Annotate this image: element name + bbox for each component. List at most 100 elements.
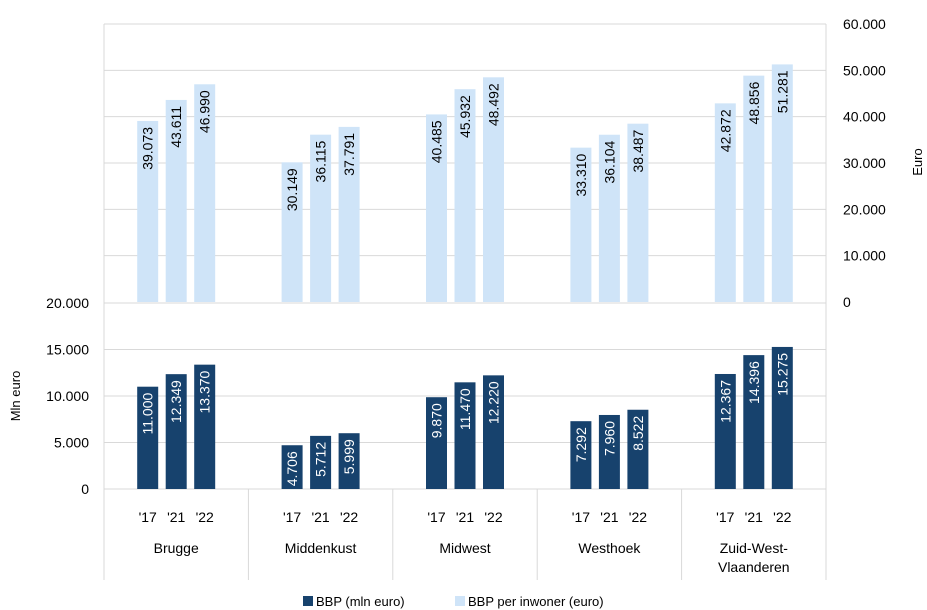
region-label: Zuid-West- — [720, 540, 789, 556]
year-tick-label: '21 — [600, 509, 618, 525]
year-tick-label: '17 — [427, 509, 445, 525]
top-bar — [570, 147, 592, 302]
top-bar-value-label: 39.073 — [140, 127, 156, 170]
gridlines — [103, 23, 827, 580]
top-bar-value-label: 45.932 — [457, 95, 473, 138]
top-bar-value-label: 38.487 — [630, 129, 646, 172]
year-tick-label: '17 — [283, 509, 301, 525]
legend-swatch-bbp — [303, 596, 313, 606]
top-bar — [598, 134, 620, 302]
bottom-y-tick-label: 5.000 — [54, 435, 89, 451]
region-label: Westhoek — [578, 540, 641, 556]
top-y-tick-label: 0 — [843, 294, 851, 310]
top-bar-value-label: 33.310 — [573, 153, 589, 196]
year-tick-label: '22 — [340, 509, 358, 525]
bottom-bar — [743, 355, 765, 489]
top-y-tick-label: 20.000 — [843, 201, 886, 217]
bottom-bar — [627, 409, 649, 489]
bottom-y-tick-label: 20.000 — [46, 295, 89, 311]
top-y-tick-label: 30.000 — [843, 155, 886, 171]
bottom-bar-value-label: 9.870 — [429, 403, 445, 438]
top-bar — [194, 84, 216, 302]
top-bar — [454, 89, 476, 302]
year-tick-label: '17 — [716, 509, 734, 525]
top-bar-value-label: 43.611 — [168, 106, 184, 148]
bottom-bar-value-label: 15.275 — [774, 353, 790, 396]
top-y-tick-label: 60.000 — [843, 16, 886, 32]
top-bar — [137, 120, 159, 303]
top-y-tick-label: 40.000 — [843, 109, 886, 125]
bars — [137, 64, 793, 489]
top-bar-value-label: 51.281 — [774, 70, 790, 113]
bottom-bar-value-label: 11.000 — [140, 392, 156, 434]
top-bar — [714, 103, 736, 302]
region-label: Brugge — [154, 540, 199, 556]
top-bar-value-label: 48.492 — [486, 83, 502, 126]
legend-label-bbp-per-inwoner: BBP per inwoner (euro) — [468, 594, 604, 609]
top-bar — [310, 134, 332, 302]
bottom-bar-value-label: 11.470 — [457, 388, 473, 430]
bottom-bar — [454, 382, 476, 489]
top-bar — [771, 64, 793, 302]
bottom-bar — [194, 364, 216, 489]
year-tick-label: '22 — [629, 509, 647, 525]
bottom-bar-value-label: 13.370 — [197, 370, 213, 413]
region-label: Middenkust — [285, 540, 357, 556]
bottom-bar-value-label: 5.712 — [313, 442, 329, 477]
bottom-bar — [570, 421, 592, 489]
bottom-bar — [483, 375, 504, 489]
bottom-bar — [281, 445, 303, 489]
top-bar — [165, 99, 187, 302]
bottom-bar-value-label: 4.706 — [284, 451, 300, 486]
legend: BBP (mln euro) BBP per inwoner (euro) — [303, 594, 604, 609]
bottom-bar — [310, 435, 332, 489]
bottom-bar-value-label: 14.396 — [746, 361, 762, 404]
bottom-bar — [426, 397, 447, 489]
legend-label-bbp: BBP (mln euro) — [316, 594, 405, 609]
bottom-bar — [771, 346, 793, 489]
top-bar — [426, 114, 447, 303]
bottom-bar — [165, 374, 187, 489]
year-tick-label: '22 — [484, 509, 502, 525]
legend-swatch-bbp-per-inwoner — [455, 596, 465, 606]
top-bar-value-label: 46.990 — [197, 90, 213, 133]
bottom-y-tick-label: 10.000 — [46, 388, 89, 404]
top-bar-value-label: 36.115 — [313, 140, 329, 182]
top-bar-value-label: 30.149 — [284, 168, 300, 211]
top-y-tick-label: 10.000 — [843, 248, 886, 264]
top-bar — [338, 126, 360, 302]
top-bar — [627, 123, 649, 302]
bottom-bar-value-label: 12.367 — [717, 380, 733, 423]
bottom-y-tick-label: 0 — [81, 481, 89, 497]
top-bar — [281, 162, 303, 302]
year-tick-label: '21 — [456, 509, 474, 525]
bottom-bar-value-label: 7.292 — [573, 427, 589, 462]
top-bar-value-label: 37.791 — [341, 133, 357, 176]
bottom-y-tick-label: 15.000 — [46, 342, 89, 358]
bottom-bar-value-label: 12.349 — [168, 380, 184, 423]
year-tick-label: '22 — [196, 509, 214, 525]
region-label: Midwest — [439, 540, 490, 556]
top-y-tick-label: 50.000 — [843, 62, 886, 78]
year-tick-label: '22 — [773, 509, 791, 525]
axis-tick-labels: 0 10.000 20.000 30.000 40.000 50.000 60.000 0 5.… — [46, 16, 886, 497]
bottom-bar-value-label: 8.522 — [630, 416, 646, 451]
top-bar-value-label: 40.485 — [429, 120, 445, 163]
year-tick-label: '21 — [745, 509, 763, 525]
top-bar-value-label: 48.856 — [746, 81, 762, 124]
top-bar — [743, 75, 765, 302]
top-bar-value-label: 42.872 — [717, 109, 733, 152]
year-tick-label: '17 — [572, 509, 590, 525]
bottom-bar-value-label: 12.220 — [486, 381, 502, 424]
bottom-y-axis-title: Mln euro — [8, 371, 23, 422]
bottom-bar — [598, 414, 620, 489]
bottom-bar-value-label: 5.999 — [341, 439, 357, 474]
category-axis: '17 '21 '22 Brugge '17 '21 '22 Middenkust '17 '21… — [139, 489, 792, 580]
bottom-bar — [137, 386, 159, 489]
bottom-bar-value-label: 7.960 — [601, 421, 617, 456]
bottom-bar — [714, 373, 736, 489]
year-tick-label: '21 — [311, 509, 329, 525]
bar-value-labels: 39.073 43.611 46.990 30.149 36.115 37.791 40.4… — [140, 70, 791, 486]
region-label: Vlaanderen — [718, 559, 790, 575]
